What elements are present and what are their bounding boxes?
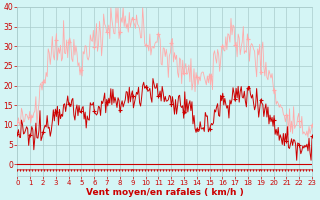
X-axis label: Vent moyen/en rafales ( km/h ): Vent moyen/en rafales ( km/h ) [86,188,244,197]
